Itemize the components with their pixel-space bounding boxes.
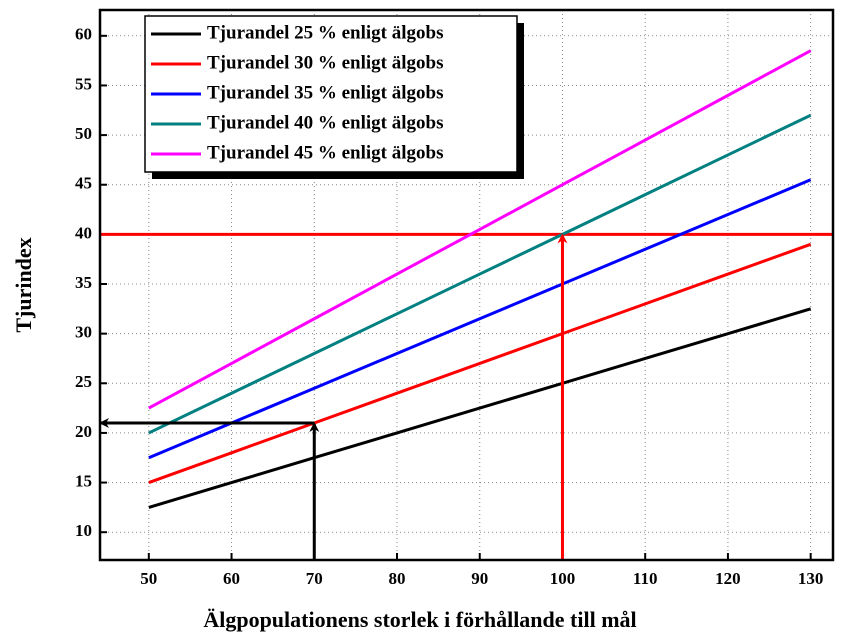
x-tick-label: 120 [715,569,741,588]
legend-label: Tjurandel 45 % enligt älgobs [207,142,443,163]
series-line [148,113,812,435]
series-line [148,307,812,509]
y-tick-label: 35 [75,273,92,292]
legend-box [144,15,518,173]
x-tick-label: 80 [389,569,406,588]
y-tick-label: 15 [75,471,92,490]
x-tick-label: 50 [140,569,157,588]
y-axis-label: Tjurindex [11,237,36,332]
y-tick-label: 30 [75,323,92,342]
y-tick-label: 45 [75,174,92,193]
y-tick-label: 20 [75,422,92,441]
x-tick-label: 70 [306,569,323,588]
legend-label: Tjurandel 25 % enligt älgobs [207,22,443,43]
y-tick-label: 10 [75,521,92,540]
series-line [148,242,812,484]
x-axis-label: Älgpopulationens storlek i förhållande t… [203,607,636,632]
x-tick-label: 60 [223,569,240,588]
legend-label: Tjurandel 35 % enligt älgobs [207,82,443,103]
y-tick-label: 40 [75,223,92,242]
x-tick-label: 130 [798,569,824,588]
x-tick-label: 110 [633,569,658,588]
series-line [148,178,812,460]
legend-label: Tjurandel 30 % enligt älgobs [207,52,443,73]
series-line [148,49,812,410]
y-tick-label: 25 [75,372,92,391]
y-tick-label: 55 [75,74,92,93]
y-tick-label: 50 [75,124,92,143]
legend-label: Tjurandel 40 % enligt älgobs [207,112,443,133]
x-tick-label: 90 [471,569,488,588]
plot-frame [98,8,835,562]
x-tick-label: 100 [550,569,576,588]
y-tick-label: 60 [75,25,92,44]
